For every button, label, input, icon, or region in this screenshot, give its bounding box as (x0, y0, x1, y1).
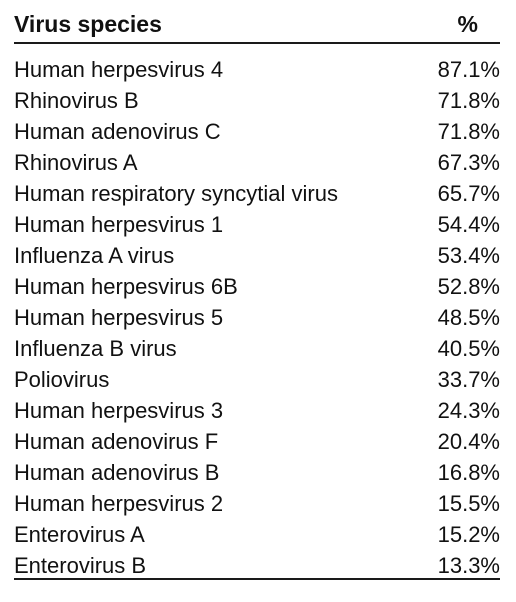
percent-cell: 71.8% (437, 119, 500, 144)
virus-species-cell: Rhinovirus A (14, 150, 138, 175)
percent-cell: 15.5% (437, 491, 500, 516)
table-row: Human herpesvirus 4 87.1% (14, 54, 500, 85)
virus-species-cell: Poliovirus (14, 367, 110, 392)
percent-cell: 24.3% (437, 398, 500, 423)
percent-cell: 40.5% (437, 336, 500, 361)
table-row: Human herpesvirus 2 15.5% (14, 488, 500, 519)
table-row: Human herpesvirus 6B 52.8% (14, 271, 500, 302)
virus-species-cell: Human adenovirus F (14, 429, 219, 454)
table-row: Rhinovirus A 67.3% (14, 147, 500, 178)
table-row: Human adenovirus F 20.4% (14, 426, 500, 457)
virus-species-cell: Human respiratory syncytial virus (14, 181, 338, 206)
percent-cell: 52.8% (437, 274, 500, 299)
percent-cell: 67.3% (437, 150, 500, 175)
virus-species-cell: Rhinovirus B (14, 88, 139, 113)
column-header-virus-species: Virus species (14, 11, 162, 37)
percent-cell: 20.4% (437, 429, 500, 454)
table-row: Influenza B virus 40.5% (14, 333, 500, 364)
table-row: Human herpesvirus 3 24.3% (14, 395, 500, 426)
percent-cell: 53.4% (437, 243, 500, 268)
percent-cell: 48.5% (437, 305, 500, 330)
column-header-percent: % (457, 11, 478, 37)
virus-species-cell: Human adenovirus C (14, 119, 221, 144)
table-row: Human adenovirus B 16.8% (14, 457, 500, 488)
table-row: Human adenovirus C 71.8% (14, 116, 500, 147)
virus-species-cell: Enterovirus A (14, 522, 145, 547)
table-row: Human respiratory syncytial virus 65.7% (14, 178, 500, 209)
virus-species-cell: Human herpesvirus 5 (14, 305, 224, 330)
percent-cell: 33.7% (437, 367, 500, 392)
virus-species-cell: Human adenovirus B (14, 460, 220, 485)
virus-species-cell: Enterovirus B (14, 553, 147, 578)
percent-cell: 71.8% (437, 88, 500, 113)
virus-species-cell: Human herpesvirus 4 (14, 57, 224, 82)
percent-cell: 54.4% (437, 212, 500, 237)
percent-cell: 65.7% (437, 181, 500, 206)
table-row: Poliovirus 33.7% (14, 364, 500, 395)
table-header: Virus species % (14, 0, 500, 44)
virus-species-cell: Influenza A virus (14, 243, 175, 268)
virus-species-cell: Influenza B virus (14, 336, 177, 361)
table-row: Enterovirus A 15.2% (14, 519, 500, 550)
virus-species-cell: Human herpesvirus 6B (14, 274, 238, 299)
percent-cell: 13.3% (437, 553, 500, 578)
percent-cell: 87.1% (437, 57, 500, 82)
virus-species-cell: Human herpesvirus 3 (14, 398, 224, 423)
virus-species-cell: Human herpesvirus 1 (14, 212, 224, 237)
table-row: Influenza A virus 53.4% (14, 240, 500, 271)
virus-species-cell: Human herpesvirus 2 (14, 491, 224, 516)
percent-cell: 16.8% (437, 460, 500, 485)
table-row: Enterovirus B 13.3% (14, 550, 500, 581)
table-row: Human herpesvirus 5 48.5% (14, 302, 500, 333)
table-row: Human herpesvirus 1 54.4% (14, 209, 500, 240)
table-body: Human herpesvirus 4 87.1% Rhinovirus B 71.8… (14, 44, 500, 580)
virus-table: Virus species % Human herpesvirus 4 87.1%… (14, 0, 500, 580)
percent-cell: 15.2% (437, 522, 500, 547)
table-row: Rhinovirus B 71.8% (14, 85, 500, 116)
